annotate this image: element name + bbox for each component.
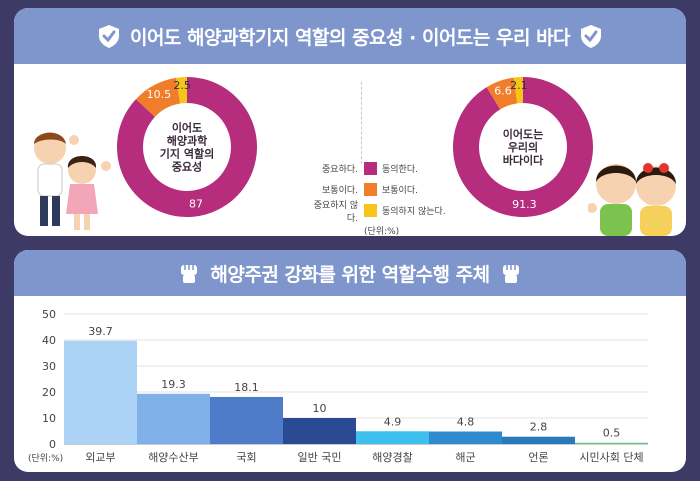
- legend-right-label: 동의하지 않는다.: [382, 207, 446, 217]
- x-category-label: 외교부: [85, 451, 115, 464]
- legend: 중요하다. 동의한다. 보통이다. 보통이다. 중요하지 않다. 동의하지 않는…: [306, 158, 446, 236]
- bottom-banner: 해양주권 강화를 위한 역할수행 주체: [14, 250, 686, 296]
- fist-icon: [181, 265, 198, 283]
- actors-bar-chart: 0 10 20 30 40 50 39.7 외교부 19.3 해양수산부 18.1 국회 10 일반 국민…: [28, 308, 648, 464]
- donut-center-label: 이어도는: [503, 127, 543, 141]
- x-category-label: 국회: [236, 451, 256, 464]
- unit-label: (단위:%): [28, 453, 63, 464]
- legend-left-label: 중요하지 않다.: [313, 200, 358, 224]
- y-tick-label: 0: [49, 438, 56, 451]
- legend-left-label: 중요하다.: [322, 165, 358, 175]
- bar-value-label: 0.5: [603, 427, 621, 440]
- bar-value-label: 2.8: [530, 421, 548, 434]
- bar: [356, 431, 429, 444]
- donut-slice: [453, 77, 593, 217]
- donut-slice: [513, 77, 523, 104]
- donut-slice-label: 6.6: [494, 84, 512, 97]
- legend-swatch: [364, 183, 377, 196]
- our-sea-donut: 91.3 6.6 2.1 이어도는 우리의 바다이다: [452, 76, 594, 218]
- legend-swatch: [364, 162, 377, 175]
- bar: [283, 418, 356, 444]
- bar-value-label: 39.7: [88, 325, 113, 338]
- kids-illustration-left: [34, 132, 111, 230]
- donut-slice-label: 2.1: [510, 79, 528, 92]
- donut-slice-label: 2.5: [173, 79, 191, 92]
- bottom-banner-title: 해양주권 강화를 위한 역할수행 주체: [210, 263, 490, 286]
- y-tick-label: 40: [42, 334, 56, 347]
- importance-donut: 87 10.5 2.5 이어도 해양과학 기지 역할의 중요성: [116, 76, 258, 218]
- donut-slice: [135, 77, 181, 117]
- donut-slice: [176, 77, 187, 104]
- x-category-label: 해군: [455, 450, 475, 464]
- x-category-label: 일반 국민: [298, 450, 342, 464]
- y-tick-label: 50: [42, 308, 56, 321]
- x-category-label: 시민사회 단체: [579, 451, 643, 464]
- bar-value-label: 4.9: [384, 415, 402, 428]
- top-banner-title: 이어도 해양과학기지 역할의 중요성 · 이어도는 우리 바다: [129, 26, 571, 49]
- legend-right-label: 보통이다.: [382, 186, 418, 196]
- donut-center-label: 우리의: [508, 140, 538, 154]
- y-tick-label: 10: [42, 412, 56, 425]
- donut-center-label: 중요성: [172, 160, 202, 174]
- fist-icon: [502, 265, 519, 283]
- donut-slice: [116, 77, 257, 217]
- y-tick-label: 30: [42, 360, 56, 373]
- x-category-label: 해양수산부: [148, 450, 199, 464]
- x-category-label: 언론: [528, 451, 548, 464]
- legend-right-label: 동의한다.: [382, 165, 418, 175]
- bar: [210, 396, 283, 444]
- kids-illustration-right: [588, 163, 676, 236]
- bar: [429, 431, 502, 444]
- bar: [137, 393, 210, 444]
- donut-center-label: 해양과학: [167, 134, 207, 148]
- bar-value-label: 4.8: [457, 416, 475, 429]
- legend-left-label: 보통이다.: [322, 186, 358, 196]
- donut-slice: [486, 77, 518, 110]
- importance-panel: 이어도 해양과학기지 역할의 중요성 · 이어도는 우리 바다 87 10.5 2.…: [14, 8, 686, 236]
- shield-check-icon: [581, 24, 602, 48]
- legend-row: 보통이다. 보통이다.: [306, 179, 446, 200]
- bar-value-label: 18.1: [234, 381, 259, 394]
- panel-divider: [361, 82, 362, 164]
- actors-panel: 해양주권 강화를 위한 역할수행 주체 0 10 20 30 40 50 39.7 외교부 19…: [14, 250, 686, 472]
- legend-swatch: [364, 204, 377, 217]
- bar: [502, 436, 575, 444]
- donut-slice-label: 10.5: [147, 88, 172, 101]
- x-category-label: 해양경찰: [372, 450, 412, 464]
- donut-center-label: 기지 역할의: [160, 147, 214, 161]
- donut-slice-label: 91.3: [512, 198, 537, 211]
- shield-check-icon: [98, 24, 119, 48]
- legend-unit: (단위:%): [364, 227, 400, 236]
- y-tick-label: 20: [42, 386, 56, 399]
- legend-row: 중요하다. 동의한다.: [306, 158, 446, 179]
- donut-center-label: 이어도: [172, 121, 202, 135]
- bar: [575, 442, 648, 445]
- bar: [64, 340, 137, 444]
- donut-center-label: 바다이다: [503, 153, 544, 167]
- bar-value-label: 10: [313, 402, 327, 415]
- top-banner: 이어도 해양과학기지 역할의 중요성 · 이어도는 우리 바다: [14, 8, 686, 64]
- bar-value-label: 19.3: [161, 378, 186, 391]
- legend-row: 중요하지 않다. 동의하지 않는다.: [306, 200, 446, 224]
- donut-slice-label: 87: [189, 197, 203, 210]
